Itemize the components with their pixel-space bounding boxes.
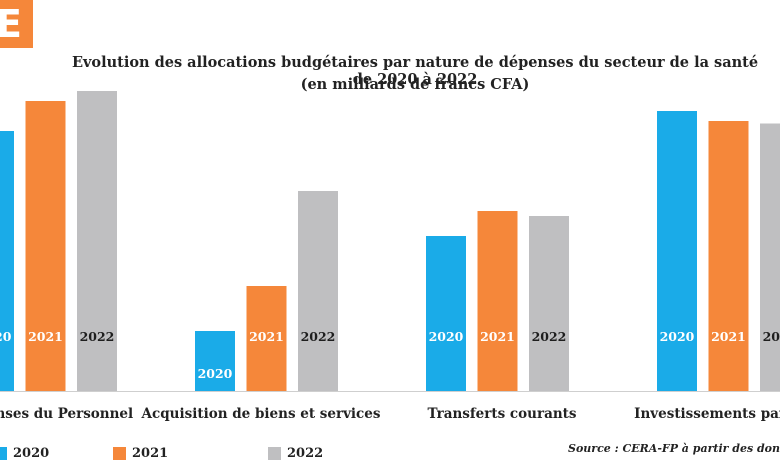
bar-2021-1: [246, 286, 287, 391]
bar-label-2021-1: 2021: [249, 329, 284, 344]
bar-2022-1: [298, 191, 338, 391]
bar-2021-2: [477, 211, 518, 391]
chart-subtitle: (en milliards de francs CFA): [300, 76, 530, 93]
brand-badge-letter: E: [0, 2, 22, 46]
bar-2022-3: [760, 123, 780, 391]
bar-label-2020-0: 2020: [0, 329, 12, 344]
bar-2021-3: [708, 121, 749, 391]
source-note: Source : CERA-FP à partir des don: [568, 442, 780, 455]
bar-label-2021-3: 2021: [711, 329, 746, 344]
bar-2020-3: [657, 111, 697, 391]
category-label-0: enses du Personnel: [0, 406, 133, 422]
bar-2020-0: [0, 131, 14, 391]
bar-label-2021-0: 2021: [28, 329, 63, 344]
bar-2022-2: [529, 216, 569, 391]
bar-label-2022-3: 2022: [763, 329, 780, 344]
bar-label-2020-1: 2020: [198, 366, 233, 381]
category-label-1: Acquisition de biens et services: [141, 406, 381, 422]
bar-label-2022-1: 2022: [301, 329, 336, 344]
legend-label-2021: 2021: [132, 446, 169, 461]
bar-2022-0: [77, 91, 117, 391]
legend-swatch-2021: [113, 447, 126, 460]
bar-label-2021-2: 2021: [480, 329, 515, 344]
bar-label-2020-3: 2020: [660, 329, 695, 344]
category-label-3: Investissements par l: [634, 406, 780, 422]
bar-2020-2: [426, 236, 466, 391]
category-label-2: Transferts courants: [428, 406, 577, 422]
legend-label-2020: 2020: [13, 446, 50, 461]
bar-label-2022-2: 2022: [532, 329, 567, 344]
legend-swatch-2022: [268, 447, 281, 460]
legend-label-2022: 2022: [287, 446, 324, 461]
legend-swatch-2020: [0, 447, 7, 460]
bar-2020-1: [195, 331, 235, 391]
brand-badge: E: [0, 0, 33, 48]
bar-label-2020-2: 2020: [429, 329, 464, 344]
bar-label-2022-0: 2022: [80, 329, 115, 344]
chart-title: Evolution des allocations budgétaires pa…: [71, 54, 759, 88]
bar-2021-0: [25, 101, 66, 391]
